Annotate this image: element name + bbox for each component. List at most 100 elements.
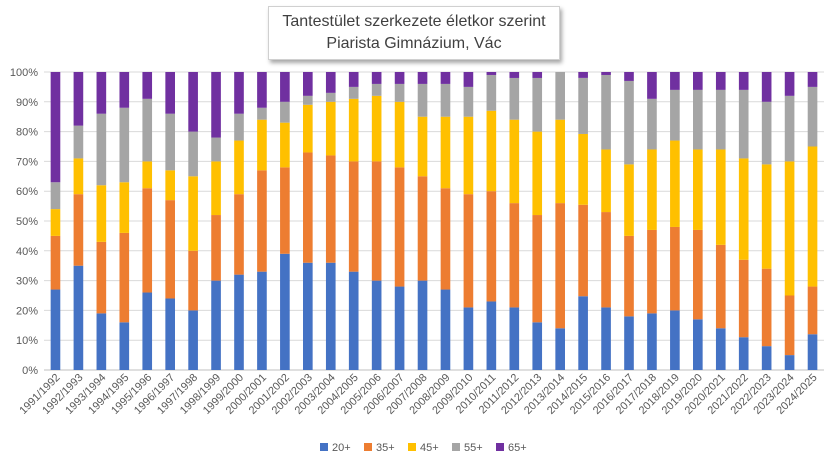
bar-segment [807, 286, 818, 335]
bar-segment [394, 167, 405, 287]
y-tick-label: 20% [16, 305, 38, 317]
bar-segment [280, 122, 290, 168]
bar-segment [463, 86, 474, 117]
bar-segment [761, 101, 772, 165]
bar-segment [532, 77, 543, 132]
bar-segment [211, 161, 221, 216]
bar-segment [440, 116, 451, 189]
bar-segment [440, 72, 451, 84]
bar-segment [119, 182, 130, 233]
bar-segment [394, 72, 405, 84]
bar-segment [257, 170, 267, 272]
bar-segment [188, 250, 198, 311]
bar-segment [303, 104, 313, 153]
bar-segment [280, 101, 290, 123]
bar-segment [257, 72, 267, 108]
bar-segment [486, 191, 497, 302]
y-tick-label: 10% [16, 335, 38, 347]
bar-segment [807, 334, 818, 370]
bar-segment [761, 72, 772, 102]
bar-segment [578, 204, 588, 297]
bar-segment [738, 259, 749, 338]
y-tick-label: 0% [22, 365, 38, 377]
bar-segment [509, 307, 520, 370]
gridlines [44, 71, 824, 371]
bar-segment [280, 72, 290, 102]
y-tick-label: 40% [16, 246, 38, 258]
bar-segment [715, 72, 726, 90]
bar-segment [119, 232, 130, 323]
bar-segment [165, 72, 175, 114]
bar-segment [578, 72, 588, 78]
bar-segment [807, 86, 818, 147]
bar-segment [463, 307, 474, 370]
bar-segment [234, 72, 244, 114]
bar-segment [761, 164, 772, 269]
bar-segment [348, 161, 359, 272]
bar-segment [486, 72, 497, 75]
bar-segment [325, 72, 336, 93]
bar-segment [693, 149, 703, 230]
bar-segment [325, 155, 336, 263]
bar-segment [624, 80, 634, 165]
bar-segment [715, 328, 726, 370]
bar-segment [50, 72, 61, 183]
y-tick-label: 50% [16, 216, 38, 228]
bar-segment [578, 133, 588, 205]
bar-segment [119, 72, 130, 108]
bar-segment [509, 119, 520, 204]
bar-segment [73, 265, 84, 370]
legend: 20+ 35+ 45+ 55+ 65+ [320, 442, 527, 454]
bar-segment [784, 161, 795, 296]
bar-segment [532, 322, 543, 370]
bar-segment [647, 149, 657, 230]
bar-segment [119, 107, 130, 183]
bar-segment [693, 72, 703, 90]
bar-segment [211, 72, 221, 138]
bar-segment [96, 241, 107, 314]
bar-segment [325, 101, 336, 156]
bar-segment [440, 188, 451, 290]
bar-segment [142, 161, 153, 189]
legend-label: 20+ [332, 442, 351, 454]
bar-segment [670, 140, 680, 227]
bar-segment [555, 328, 565, 370]
bar-segment [647, 72, 657, 99]
bar-segment [50, 289, 61, 370]
bar-segment [348, 86, 359, 99]
bar-segment [50, 235, 61, 290]
bar-segment [670, 72, 680, 90]
bar-segment [96, 113, 107, 186]
bar-segment [532, 72, 543, 78]
legend-swatch [364, 443, 372, 451]
bar-segment [670, 89, 680, 141]
bar-segment [73, 125, 84, 159]
bar-segment [303, 262, 313, 370]
legend-label: 45+ [420, 442, 439, 454]
bar-segment [463, 72, 474, 87]
bar-segment [601, 307, 611, 370]
bar-segment [693, 89, 703, 150]
bar-segment [142, 292, 153, 370]
bar-segment [578, 77, 588, 134]
bar-segment [784, 295, 795, 356]
bar-segment [394, 83, 405, 102]
bar-segment [670, 310, 680, 370]
bar-segment [96, 313, 107, 370]
bar-segment [761, 346, 772, 370]
legend-swatch [320, 443, 328, 451]
bar-segment [784, 355, 795, 370]
bar-segment [50, 182, 61, 210]
bar-segment [211, 137, 221, 162]
bar-segment [601, 149, 611, 213]
bar-segment [555, 203, 565, 329]
y-tick-label: 30% [16, 276, 38, 288]
bar-segment [211, 215, 221, 281]
bar-segment [50, 209, 61, 236]
chart-title: Tantestület szerkezete életkor szerint [282, 13, 546, 30]
bar-segment [371, 72, 382, 84]
bar-segment [417, 116, 428, 177]
bars [50, 72, 818, 370]
chart-title-box: Tantestület szerkezete életkor szerint P… [268, 6, 560, 60]
bar-segment [761, 268, 772, 347]
